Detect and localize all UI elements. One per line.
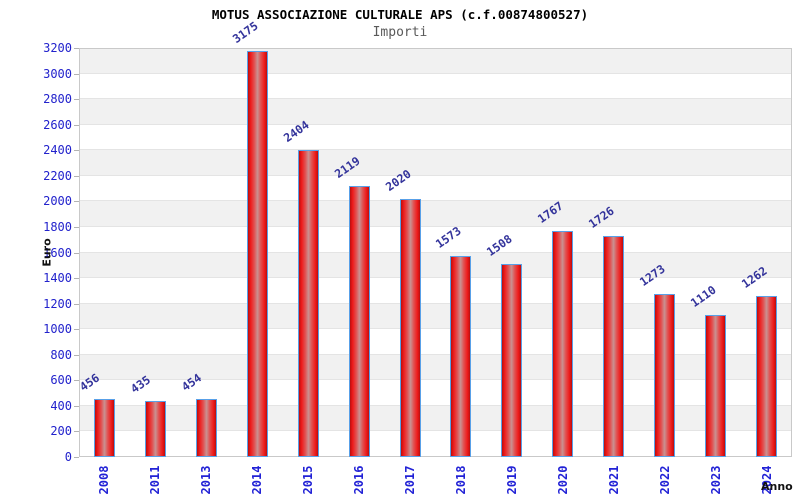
y-tick-label: 600 (50, 373, 72, 388)
y-tick-mark (74, 457, 79, 458)
bar-2013 (195, 398, 217, 457)
y-tick-mark (74, 354, 79, 356)
y-tick-label: 2000 (43, 194, 72, 209)
y-tick-mark (74, 175, 79, 177)
grid-band (80, 149, 791, 175)
y-tick-mark (74, 226, 79, 228)
y-tick-label: 2400 (43, 143, 72, 158)
y-tick-mark (74, 48, 79, 49)
x-tick-label: 2011 (148, 465, 163, 495)
grid-band (80, 225, 791, 252)
y-tick-mark (74, 124, 79, 126)
x-tick-label: 2023 (708, 465, 723, 495)
bar-2017 (399, 198, 421, 457)
x-tick-label: 2020 (555, 465, 570, 495)
x-tick-label: 2008 (97, 465, 112, 495)
y-tick-label: 1200 (43, 296, 72, 311)
grid-band (80, 72, 791, 99)
y-axis-title: Euro (40, 238, 54, 267)
y-tick-label: 1000 (43, 322, 72, 337)
grid-band (80, 174, 791, 201)
grid-band (80, 98, 791, 124)
x-tick-label: 2018 (453, 465, 468, 495)
bar-2016 (348, 186, 370, 457)
chart-subtitle: Importi (372, 25, 428, 40)
x-tick-label: 2024 (759, 465, 774, 495)
y-tick-mark (74, 99, 79, 101)
bar-2023 (705, 315, 727, 457)
bar-2015 (297, 149, 319, 457)
y-tick-mark (74, 380, 79, 382)
y-tick-mark (74, 278, 79, 280)
y-tick-label: 200 (50, 424, 72, 439)
grid-band (80, 251, 791, 278)
bar-2024 (756, 295, 778, 457)
bar-2008 (93, 398, 115, 457)
y-tick-label: 800 (50, 347, 72, 362)
bar-2018 (450, 255, 472, 457)
bar-2022 (654, 294, 676, 457)
x-tick-label: 2014 (250, 465, 265, 495)
y-tick-mark (74, 73, 79, 75)
y-tick-label: 2600 (43, 117, 72, 132)
y-tick-label: 400 (50, 398, 72, 413)
y-tick-label: 0 (64, 450, 72, 464)
bar-2011 (144, 401, 166, 457)
bar-2019 (501, 264, 523, 457)
y-tick-mark (74, 150, 79, 152)
y-tick-label: 2800 (43, 92, 72, 107)
y-tick-mark (74, 252, 79, 254)
x-axis-title: Anno (761, 480, 793, 493)
grid-band (80, 123, 791, 150)
bar-2021 (603, 236, 625, 457)
y-tick-label: 3000 (43, 66, 72, 81)
y-tick-label: 3200 (43, 41, 72, 55)
x-tick-label: 2022 (657, 465, 672, 495)
chart-title: MOTUS ASSOCIAZIONE CULTURALE APS (c.f.00… (211, 7, 589, 22)
y-tick-label: 1800 (43, 219, 72, 234)
y-tick-mark (74, 405, 79, 407)
y-tick-mark (74, 201, 79, 203)
y-tick-label: 2200 (43, 168, 72, 183)
bar-2020 (552, 231, 574, 457)
x-tick-label: 2017 (403, 465, 418, 495)
x-tick-label: 2015 (301, 465, 316, 495)
y-tick-label: 1400 (43, 271, 72, 286)
y-tick-label: 1600 (43, 245, 72, 260)
y-tick-mark (74, 303, 79, 305)
y-tick-mark (74, 431, 79, 433)
grid-band (80, 200, 791, 226)
x-tick-label: 2013 (199, 465, 214, 495)
x-tick-label: 2019 (504, 465, 519, 495)
y-tick-mark (74, 329, 79, 331)
bar-2014 (246, 51, 268, 457)
x-tick-label: 2016 (352, 465, 367, 495)
x-tick-label: 2021 (606, 465, 621, 495)
